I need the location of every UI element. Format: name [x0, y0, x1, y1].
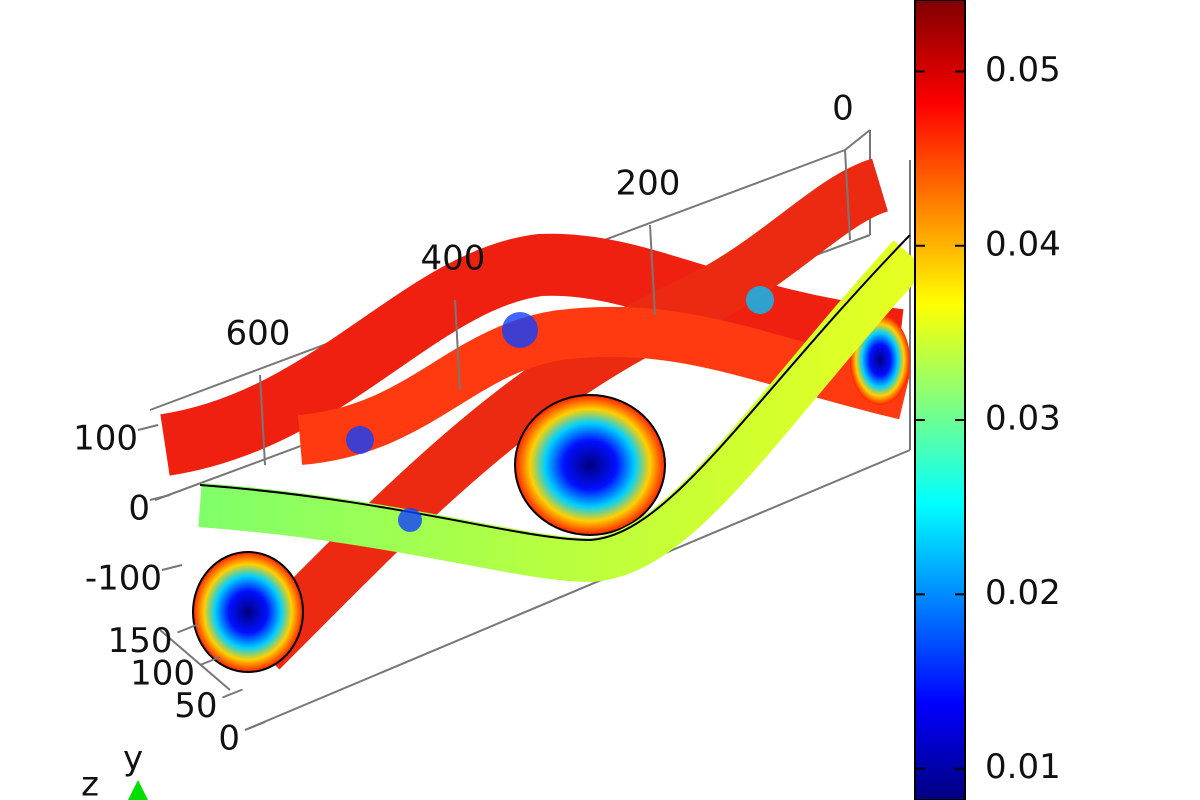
- surface: [159, 158, 927, 673]
- tick-mark: [161, 564, 183, 571]
- axis-triad: [128, 780, 148, 800]
- colorbar-tick-label: 0.04: [985, 224, 1061, 264]
- grid-line: [844, 149, 851, 241]
- tube: [159, 233, 904, 476]
- tick-mark: [149, 494, 171, 501]
- x-tick-label: 0: [832, 89, 854, 129]
- tick-mark: [177, 623, 198, 634]
- axis-label: y: [123, 739, 143, 779]
- blotch: [746, 286, 774, 314]
- tick-mark: [244, 721, 266, 731]
- tube-edge: [199, 234, 911, 542]
- colorbar: [914, 0, 966, 800]
- blotch: [346, 426, 374, 454]
- x-tick-label: 200: [616, 164, 681, 204]
- x-tick-label: 600: [226, 314, 291, 354]
- y-tick-label: 50: [174, 686, 217, 726]
- blotch: [398, 508, 422, 532]
- colorbar-tick-label: 0.05: [985, 50, 1061, 90]
- z-tick-label: -100: [85, 559, 162, 599]
- tick-mark: [222, 688, 243, 699]
- blotch: [502, 312, 538, 348]
- tube-opening: [514, 394, 666, 536]
- colorbar-tick-label: 0.01: [985, 747, 1061, 787]
- grid-line: [454, 299, 461, 391]
- tick-mark: [199, 656, 221, 666]
- colorbar-tick-label: 0.03: [985, 399, 1061, 439]
- tube: [198, 240, 927, 583]
- tube: [297, 306, 911, 465]
- x-tick-label: 400: [421, 239, 486, 279]
- z-tick-label: 100: [73, 419, 138, 459]
- tube-opening: [192, 551, 304, 673]
- y-tick-label: 0: [218, 719, 240, 759]
- z-tick-label: 0: [128, 489, 150, 529]
- y-tick-label: 150: [108, 621, 173, 661]
- grid-line: [259, 374, 266, 466]
- y-tick-label: 100: [130, 654, 195, 694]
- axis-label: z: [81, 765, 99, 800]
- tick-mark: [137, 424, 159, 431]
- grid-line: [649, 224, 656, 316]
- colorbar-tick-label: 0.02: [985, 573, 1061, 613]
